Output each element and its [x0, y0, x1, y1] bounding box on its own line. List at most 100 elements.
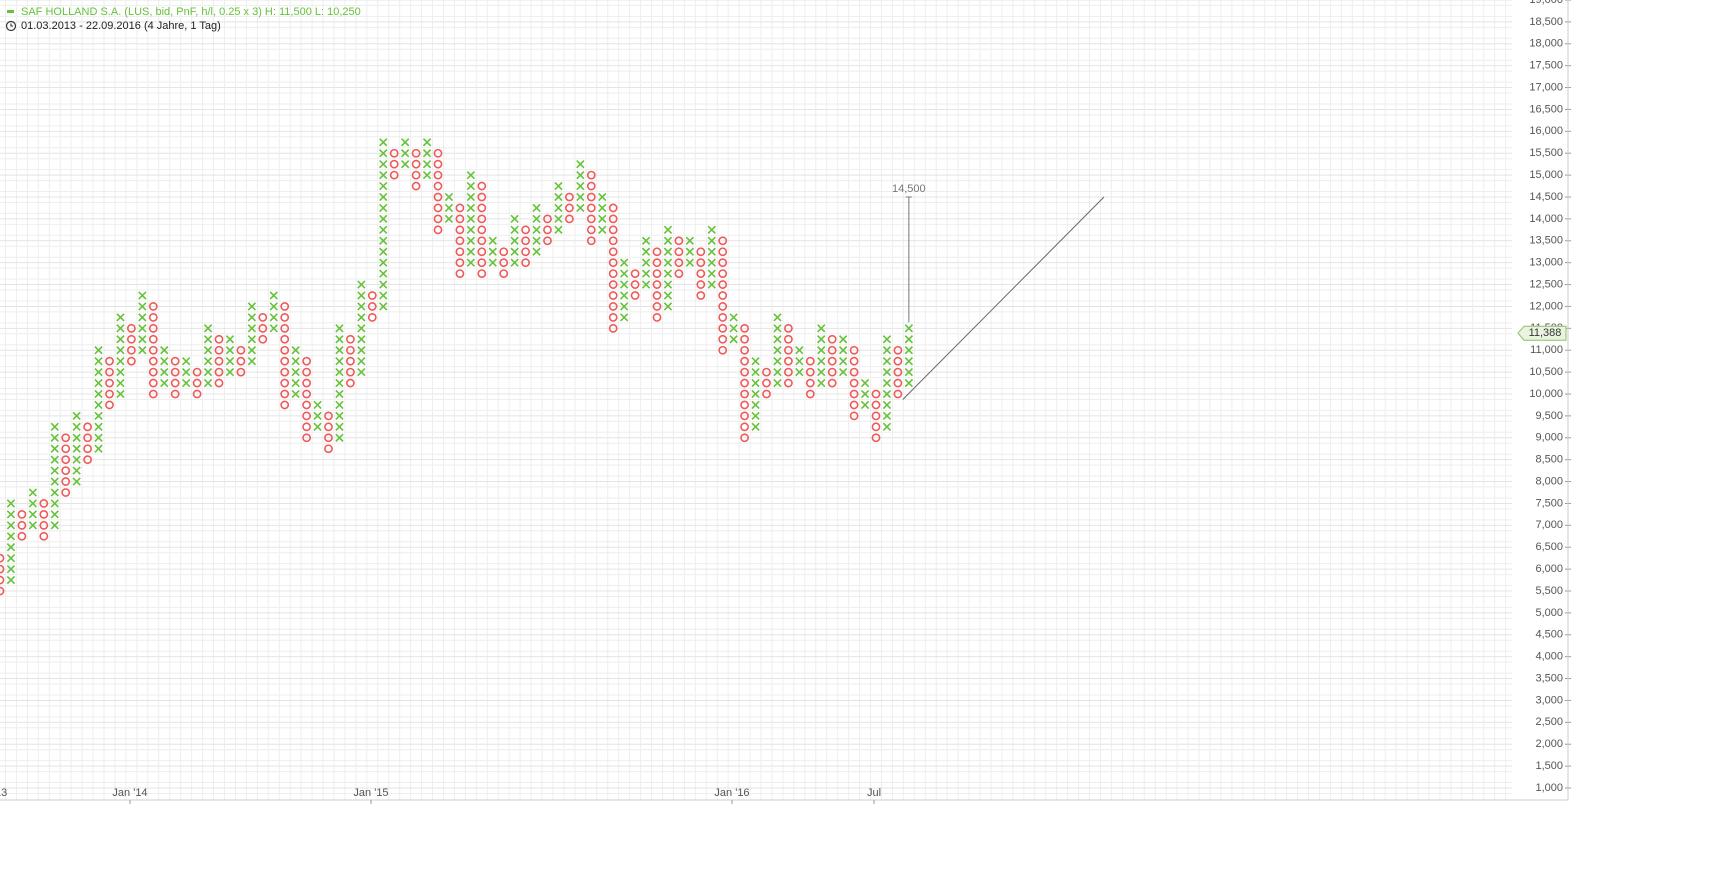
x-column: [247, 302, 257, 366]
x-box: [422, 149, 432, 158]
x-box: [50, 433, 59, 442]
o-box: [586, 170, 596, 180]
x-box: [247, 346, 257, 355]
x-column: [488, 236, 497, 267]
x-box: [247, 357, 257, 366]
x-box: [882, 411, 892, 421]
o-box: [345, 378, 355, 388]
x-column: [94, 346, 103, 453]
x-box: [422, 170, 432, 180]
last-price-tag: [1517, 325, 1567, 341]
o-box: [696, 269, 706, 279]
o-column: [652, 247, 662, 322]
o-box: [805, 389, 815, 399]
x-box: [203, 335, 213, 344]
x-box: [598, 203, 607, 213]
y-tick-label: 9,000: [1535, 432, 1563, 444]
x-box: [466, 203, 476, 213]
x-column: [72, 411, 81, 486]
x-box: [576, 170, 585, 180]
o-column: [345, 334, 355, 388]
x-box: [50, 477, 59, 486]
x-box: [247, 302, 257, 311]
x-box: [335, 389, 344, 399]
o-box: [696, 280, 706, 289]
o-box: [718, 323, 728, 333]
x-box: [116, 313, 125, 322]
y-tick-label: 6,500: [1535, 541, 1563, 553]
o-box: [345, 367, 355, 377]
o-box: [740, 433, 749, 443]
x-box: [94, 422, 103, 431]
x-box: [379, 138, 388, 147]
x-box: [72, 444, 81, 453]
clock-hands: [10, 23, 13, 27]
o-box: [280, 334, 290, 344]
x-box: [335, 422, 344, 431]
o-box: [586, 225, 596, 235]
x-box: [379, 214, 388, 224]
o-box: [521, 225, 530, 235]
o-box: [521, 258, 530, 268]
x-column: [225, 335, 235, 377]
o-box: [565, 203, 574, 213]
x-box: [138, 302, 147, 311]
x-box: [773, 324, 782, 333]
x-box: [72, 433, 81, 442]
x-box: [379, 247, 388, 256]
x-box: [773, 335, 782, 344]
x-box: [663, 258, 673, 267]
o-column: [805, 356, 815, 399]
o-box: [192, 367, 202, 377]
o-box: [477, 258, 487, 268]
o-box: [455, 203, 465, 213]
o-box: [718, 258, 728, 268]
x-box: [817, 324, 826, 333]
x-column: [269, 291, 278, 333]
o-box: [718, 280, 728, 289]
o-box: [302, 389, 311, 399]
o-box: [280, 367, 290, 377]
x-box: [773, 346, 782, 355]
x-box: [751, 378, 760, 388]
x-box: [379, 149, 388, 158]
x-box: [466, 214, 476, 224]
x-box: [160, 367, 169, 377]
o-box: [893, 356, 903, 366]
o-box: [61, 455, 71, 465]
o-box: [805, 356, 815, 366]
o-column: [126, 323, 136, 366]
x-box: [751, 367, 760, 377]
x-box: [641, 258, 651, 267]
o-box: [608, 236, 618, 246]
x-box: [379, 225, 388, 234]
o-box: [302, 422, 311, 432]
y-tick-label: 19,000: [1529, 0, 1563, 6]
x-column: [641, 236, 651, 289]
x-box: [116, 324, 125, 333]
x-box: [28, 510, 38, 519]
o-box: [61, 444, 71, 454]
o-column: [0, 553, 5, 596]
o-box: [148, 334, 158, 344]
y-tick-label: 7,500: [1535, 497, 1563, 509]
o-box: [718, 247, 728, 257]
o-box: [521, 247, 530, 257]
x-box: [116, 346, 125, 355]
o-box: [148, 389, 158, 399]
x-box: [532, 214, 541, 224]
x-box: [247, 313, 257, 322]
x-box: [685, 236, 695, 245]
o-box: [652, 269, 662, 279]
x-box: [904, 367, 914, 377]
x-box: [203, 357, 213, 366]
x-column: [160, 346, 169, 388]
x-box: [466, 258, 476, 267]
x-box: [685, 247, 695, 256]
o-column: [784, 323, 793, 388]
x-box: [751, 400, 760, 410]
x-box: [203, 378, 213, 388]
x-box: [94, 433, 103, 442]
x-box: [400, 149, 410, 158]
x-box: [773, 378, 782, 388]
